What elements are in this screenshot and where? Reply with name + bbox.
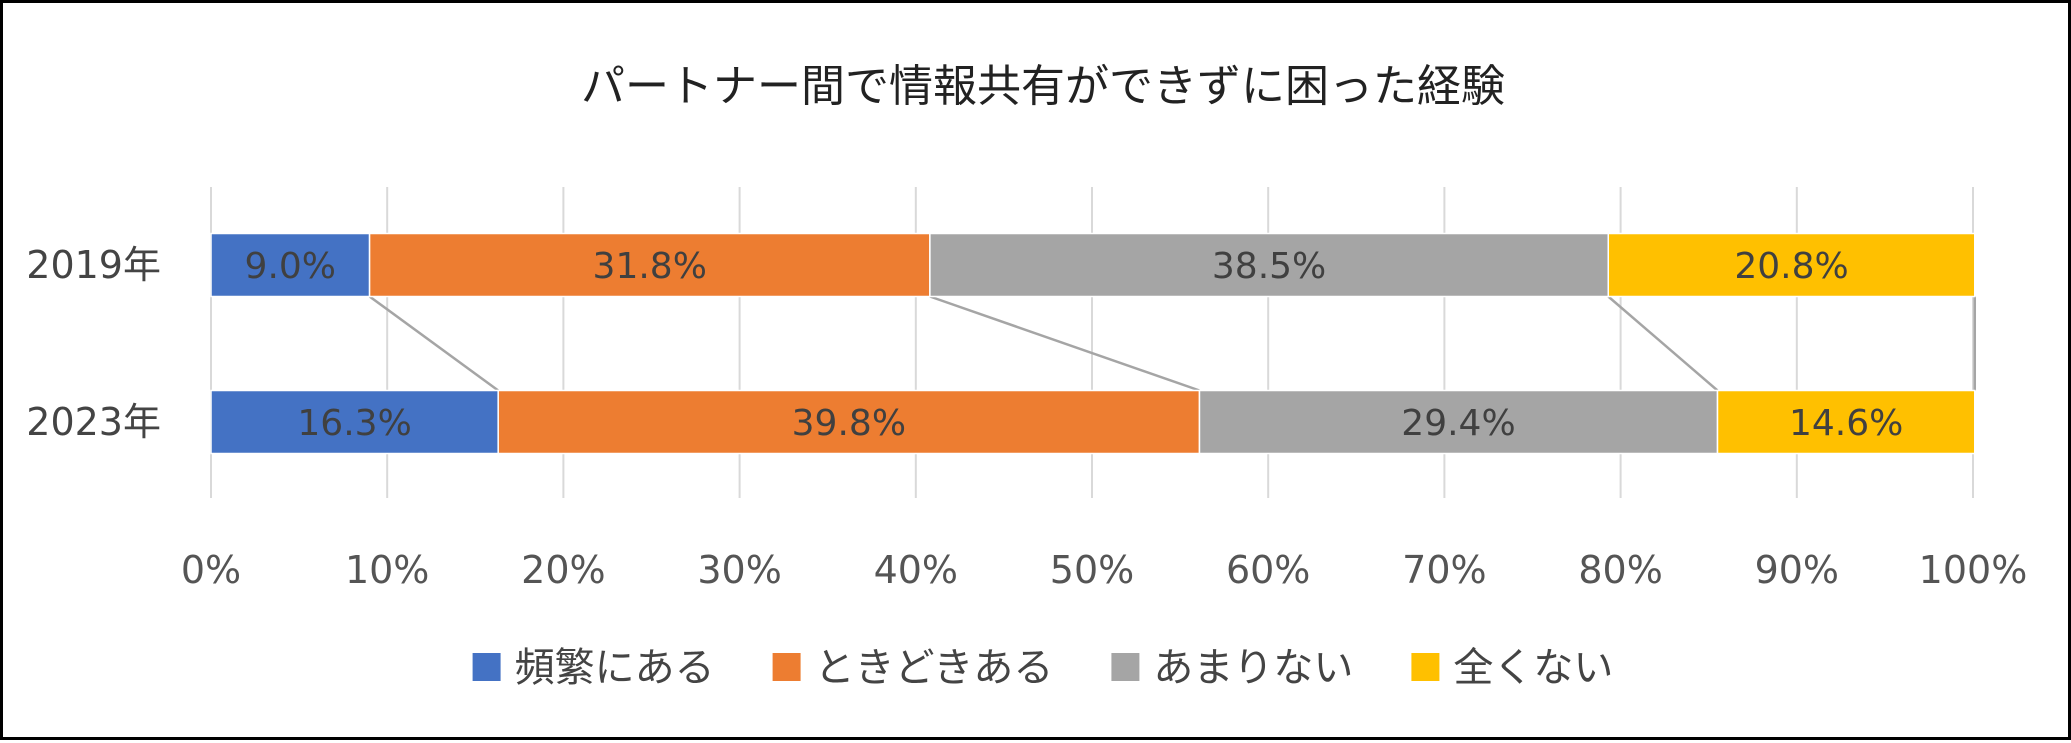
bar-1-0	[210, 389, 499, 455]
data-label-1-2: 29.4%	[1401, 403, 1515, 444]
x-axis-tick-labels: 0% 10% 20% 30% 40% 50% 60% 70% 80% 90% 100%	[181, 548, 2027, 592]
data-label-0-2: 38.5%	[1212, 246, 1326, 287]
x-tick-label-10: 100%	[1919, 548, 2028, 592]
x-tick-label-5: 50%	[1050, 548, 1134, 592]
category-label-0: 2019年	[26, 243, 161, 287]
legend-label-0: 頻繁にある	[515, 645, 715, 691]
x-tick-label-7: 70%	[1402, 548, 1486, 592]
x-tick-label-6: 60%	[1226, 548, 1310, 592]
bars	[210, 232, 1976, 455]
legend-swatch-2	[1111, 653, 1140, 681]
bar-0-0	[210, 232, 371, 298]
bar-1-2	[1198, 389, 1719, 455]
x-tick-label-2: 20%	[521, 548, 605, 592]
category-labels: 2019年 2023年	[26, 243, 161, 444]
data-label-0-3: 20.8%	[1734, 246, 1848, 287]
series-line-2-0	[1607, 295, 1719, 392]
x-tick-label-0: 0%	[181, 548, 241, 592]
data-label-1-3: 14.6%	[1789, 403, 1903, 444]
legend-label-2: あまりない	[1153, 645, 1353, 691]
legend-label-3: 全くない	[1453, 645, 1613, 691]
category-label-1: 2023年	[26, 400, 161, 444]
legend-swatch-0	[472, 653, 501, 681]
bar-1-3	[1716, 389, 1976, 455]
chart-title: パートナー間で情報共有ができずに困った経験	[581, 61, 1505, 112]
x-tick-label-3: 30%	[697, 548, 781, 592]
chart-svg: パートナー間で情報共有ができずに困った経験 9.0% 31.8% 38.5% 20.8…	[26, 61, 2027, 691]
legend-label-1: ときどきある	[815, 645, 1054, 691]
x-tick-label-1: 10%	[345, 548, 429, 592]
series-line-1-0	[929, 295, 1200, 392]
x-tick-label-8: 80%	[1578, 548, 1662, 592]
bar-0-3	[1607, 232, 1976, 298]
data-label-0-0: 9.0%	[245, 246, 336, 287]
bar-0-1	[368, 232, 931, 298]
legend-swatch-1	[772, 653, 801, 681]
bar-1-1	[497, 389, 1201, 455]
data-label-1-0: 16.3%	[297, 403, 411, 444]
data-label-0-1: 31.8%	[593, 246, 707, 287]
bar-0-2	[929, 232, 1610, 298]
x-tick-label-9: 90%	[1755, 548, 1839, 592]
data-label-1-1: 39.8%	[792, 403, 906, 444]
series-line-0-0	[368, 295, 499, 392]
series-lines	[368, 295, 1977, 392]
x-tick-label-4: 40%	[874, 548, 958, 592]
legend-swatch-3	[1411, 653, 1440, 681]
data-labels: 9.0% 31.8% 38.5% 20.8% 16.3% 39.8% 29.4% 14.6%	[245, 246, 1904, 444]
legend: 頻繁にある ときどきある あまりない 全くない	[472, 645, 1613, 691]
